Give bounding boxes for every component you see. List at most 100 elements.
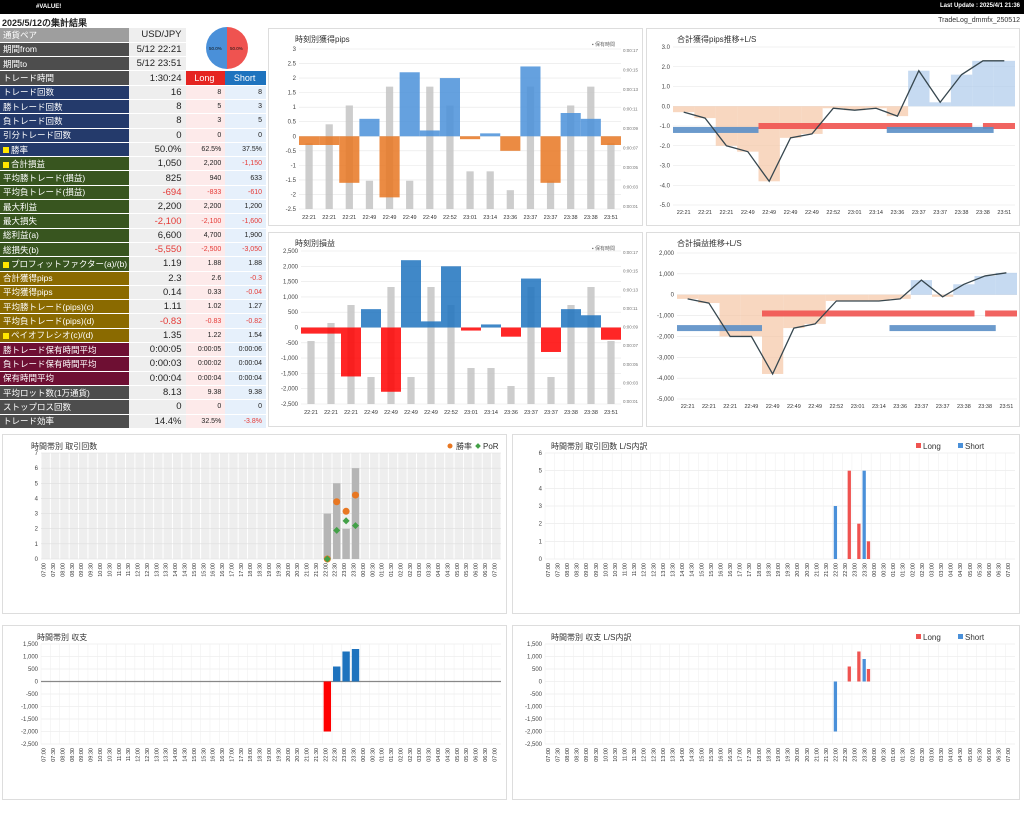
- stat-long: 0:00:02: [185, 356, 226, 372]
- stats-row: 負トレード回数 8 3 5: [0, 113, 266, 129]
- area-step: [673, 106, 695, 113]
- x-hour-label: 11:30: [126, 748, 132, 761]
- right-axis-tick: 0:00:03: [623, 185, 639, 190]
- x-hour-label: 09:00: [584, 748, 590, 762]
- stat-label: 平均獲得pips: [0, 285, 130, 301]
- x-hour-label: 07:30: [555, 563, 561, 577]
- x-tick-label: 23:01: [851, 404, 865, 410]
- x-tick-label: 22:21: [304, 410, 318, 416]
- area-step: [908, 70, 930, 107]
- x-hour-label: 07:00: [492, 563, 498, 577]
- hour-background: [257, 453, 266, 559]
- x-hour-label: 23:00: [853, 748, 859, 762]
- short-position-band: [886, 126, 994, 133]
- pl-bar: [342, 651, 350, 682]
- yellow-marker-icon: [3, 161, 9, 168]
- x-hour-label: 00:00: [872, 563, 878, 577]
- x-hour-label: 21:30: [314, 748, 320, 762]
- x-hour-label: 00:30: [370, 748, 376, 762]
- x-hour-label: 16:00: [718, 748, 724, 762]
- short-position-band: [677, 325, 762, 332]
- x-hour-label: 08:00: [565, 563, 571, 577]
- x-hour-label: 15:00: [192, 563, 198, 577]
- por-marker: [351, 522, 360, 530]
- y-tick-label: -1.0: [660, 124, 671, 130]
- x-tick-label: 23:51: [997, 210, 1011, 216]
- stat-value: 0:00:03: [129, 356, 186, 372]
- legend-hold-time: ▪ 保有時間: [592, 41, 615, 48]
- x-hour-label: 14:30: [183, 563, 189, 577]
- area-step: [950, 74, 973, 107]
- x-hour-label: 20:30: [805, 563, 811, 577]
- hold-time-bar: [507, 386, 515, 404]
- x-tick-label: 22:49: [423, 215, 437, 221]
- stat-long: 9.38: [185, 385, 226, 401]
- y-tick-label: -1,000: [657, 314, 675, 320]
- x-hour-label: 12:00: [642, 563, 648, 577]
- y-tick-label: -2,500: [281, 402, 299, 408]
- count-bar: [323, 513, 332, 559]
- stats-row: 最大損失 -2,100 -2,100 -1,600: [0, 213, 266, 229]
- stat-short: 37.5%: [225, 142, 266, 158]
- stat-value: 16: [129, 85, 186, 100]
- stat-value: 0:00:04: [129, 371, 186, 386]
- stat-long: -2,100: [185, 213, 226, 229]
- x-tick-label: 22:49: [384, 410, 398, 416]
- x-hour-label: 07:30: [51, 748, 57, 762]
- hour-background: [248, 453, 257, 559]
- stats-row: プロフィットファクター(a)/(b) 1.19 1.88 1.88: [0, 256, 266, 272]
- stat-value: 0:00:05: [129, 342, 186, 358]
- x-hour-label: 03:30: [427, 563, 433, 577]
- stat-value: 6,600: [129, 228, 186, 243]
- hour-background: [116, 453, 125, 559]
- stat-label: ペイオフレシオ(c)/(d): [0, 328, 130, 344]
- hold-time-bar: [607, 341, 615, 404]
- x-hour-label: 20:00: [795, 748, 801, 762]
- value-bar: [500, 136, 521, 151]
- stat-long: 1.02: [185, 299, 226, 315]
- y-tick-label: 0: [35, 557, 39, 563]
- value-bar: [461, 327, 481, 331]
- x-hour-label: 03:30: [427, 748, 433, 762]
- x-hour-label: 21:30: [824, 748, 830, 762]
- hour-background: [238, 453, 248, 559]
- hour-background: [144, 453, 154, 559]
- x-hour-label: 01:00: [380, 563, 386, 577]
- y-tick-label: 2: [293, 76, 297, 82]
- x-hour-label: 20:30: [805, 748, 811, 762]
- y-tick-label: -1,000: [281, 356, 299, 362]
- stats-row: トレード時間 1:30:24 Long Short: [0, 70, 266, 86]
- stat-label: 最大損失: [0, 213, 130, 229]
- x-tick-label: 22:21: [681, 404, 695, 410]
- y-tick-label: 1: [293, 105, 297, 111]
- value-bar: [541, 327, 561, 352]
- legend-winrate: 勝率: [456, 441, 472, 451]
- x-hour-label: 19:00: [267, 563, 273, 577]
- x-tick-label: 22:21: [342, 215, 356, 221]
- right-axis-tick: 0:00:09: [623, 126, 639, 131]
- x-hour-label: 23:30: [351, 563, 357, 577]
- hour-background: [398, 453, 407, 559]
- x-hour-label: 18:00: [248, 563, 254, 577]
- x-hour-label: 10:00: [603, 563, 609, 577]
- stats-row: ストップロス回数 0 0 0: [0, 399, 266, 415]
- value-bar: [581, 315, 601, 328]
- value-bar: [301, 327, 321, 334]
- value-bar: [580, 118, 601, 137]
- y-tick-label: 1,000: [23, 655, 39, 661]
- x-hour-label: 15:30: [201, 748, 207, 762]
- value-bar: [600, 136, 621, 145]
- x-hour-label: 13:30: [670, 748, 676, 762]
- cumulative-line: [687, 272, 1007, 376]
- y-tick-label: -1,000: [21, 705, 39, 711]
- x-tick-label: 23:14: [872, 404, 886, 410]
- y-tick-label: 3.0: [662, 45, 671, 51]
- stat-short: 0: [225, 399, 266, 415]
- x-hour-label: 04:30: [445, 563, 451, 577]
- stat-label: トレード回数: [0, 85, 130, 100]
- hour-background: [370, 453, 379, 559]
- y-tick-label: 0: [539, 680, 543, 686]
- x-hour-label: 15:00: [192, 748, 198, 762]
- hour-background: [341, 453, 351, 559]
- stat-short: -0.3: [225, 271, 266, 286]
